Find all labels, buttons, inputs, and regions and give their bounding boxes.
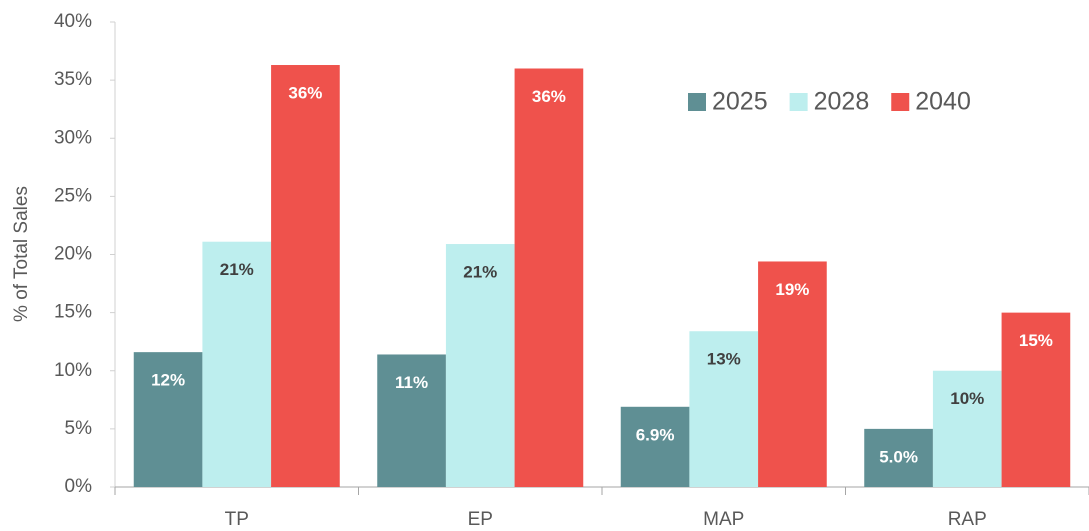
- legend-label: 2040: [915, 88, 971, 116]
- x-tick-label: EP: [468, 509, 493, 530]
- y-tick-label: 30%: [54, 127, 92, 148]
- value-label: 21%: [463, 263, 497, 282]
- bar: [932, 370, 1002, 487]
- bar: [514, 68, 584, 487]
- legend-swatch: [688, 93, 706, 111]
- bar: [202, 241, 272, 487]
- y-tick-label: 5%: [65, 418, 93, 439]
- y-tick-label: 20%: [54, 244, 92, 265]
- x-tick-label: RAP: [948, 509, 987, 530]
- y-tick-label: 35%: [54, 69, 92, 90]
- value-label: 13%: [707, 350, 741, 369]
- x-tick-label: TP: [225, 509, 249, 530]
- y-tick-label: 0%: [65, 476, 93, 497]
- bar: [377, 354, 446, 487]
- y-tick-label: 40%: [54, 11, 92, 32]
- y-tick-label: 15%: [54, 302, 92, 323]
- value-label: 12%: [151, 371, 185, 390]
- legend-label: 2028: [814, 88, 870, 116]
- y-tick-label: 25%: [54, 185, 92, 206]
- value-label: 15%: [1019, 331, 1053, 350]
- value-label: 6.9%: [636, 425, 675, 444]
- value-label: 5.0%: [879, 447, 918, 466]
- bar: [445, 244, 515, 487]
- value-label: 21%: [220, 260, 254, 279]
- y-tick-label: 10%: [54, 360, 92, 381]
- y-axis-label: % of Total Sales: [11, 186, 32, 322]
- bar: [620, 406, 690, 487]
- legend-swatch: [891, 93, 910, 111]
- bar: [864, 428, 933, 487]
- x-tick-label: MAP: [703, 509, 744, 530]
- value-label: 36%: [532, 87, 566, 106]
- value-label: 10%: [950, 389, 984, 408]
- legend-swatch: [789, 93, 808, 111]
- bar: [689, 331, 759, 487]
- legend-label: 2025: [712, 88, 768, 116]
- bar: [758, 261, 827, 487]
- value-label: 19%: [775, 280, 809, 299]
- value-label: 11%: [395, 373, 428, 392]
- value-label: 36%: [288, 83, 322, 102]
- bar: [133, 352, 203, 487]
- bar: [271, 65, 340, 487]
- bar: [1001, 312, 1071, 487]
